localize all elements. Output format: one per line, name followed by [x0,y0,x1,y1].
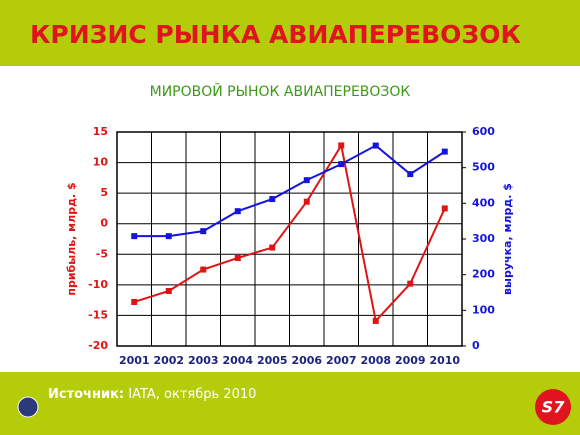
y2-tick-label: 0 [472,339,480,352]
x-tick-label: 2008 [360,354,391,367]
y2-tick-label: 100 [472,303,495,316]
y-tick-label: -5 [96,247,108,260]
x-tick-label: 2005 [257,354,288,367]
s7-logo [535,389,571,425]
y2-tick-label: 500 [472,161,495,174]
left-logo [17,396,39,418]
x-tick-label: 2010 [429,354,460,367]
x-tick-label: 2009 [395,354,426,367]
marker [303,177,310,184]
footer-band [0,372,580,435]
slide-title: КРИЗИС РЫНКА АВИАПЕРЕВОЗОК [30,20,521,49]
marker [131,233,138,240]
marker [441,205,448,212]
marker [234,254,241,261]
header-band [0,0,580,66]
y-tick-label: -15 [88,308,108,321]
y-tick-label: 5 [100,186,108,199]
source-text: IATA, октябрь 2010 [128,387,256,402]
marker [338,161,345,168]
y-axis-label: прибыль, млрд. $ [65,182,78,295]
x-tick-label: 2006 [291,354,322,367]
chart-title: МИРОВОЙ РЫНОК АВИАПЕРЕВОЗОК [150,82,411,100]
y-tick-label: 0 [100,217,108,230]
series-line [134,144,446,238]
marker [200,228,207,235]
y-tick-label: 10 [93,156,109,169]
series-line [133,142,446,324]
marker [234,208,241,215]
marker [165,233,172,240]
y2-axis-label: выручка, млрд. $ [501,183,514,295]
y2-tick-label: 600 [472,125,495,138]
source-label: Источник: [48,387,124,402]
y2-tick-label: 400 [472,196,495,209]
marker [338,142,345,149]
marker [303,198,310,205]
source: Источник: IATA, октябрь 2010 [48,387,256,402]
y-tick-label: -10 [88,278,108,291]
x-tick-label: 2007 [326,354,357,367]
plot-border [116,131,463,347]
x-tick-label: 2003 [188,354,219,367]
y2-tick-label: 200 [472,268,495,281]
x-tick-label: 2004 [222,354,253,367]
marker [372,142,379,149]
marker [200,266,207,273]
marker [407,171,414,178]
marker [441,148,448,155]
marker [269,196,276,203]
logo-text: S7 [542,398,566,417]
y2-tick-label: 300 [472,232,495,245]
y-tick-label: -20 [88,339,108,352]
marker [372,317,379,324]
marker [165,287,172,294]
marker [269,244,276,251]
marker [407,280,414,287]
y-tick-label: 15 [93,125,108,138]
marker [131,298,138,305]
x-tick-label: 2002 [153,354,184,367]
x-tick-label: 2001 [119,354,150,367]
